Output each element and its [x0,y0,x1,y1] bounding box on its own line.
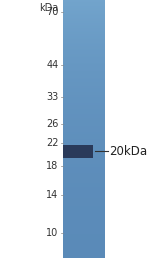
Text: kDa: kDa [39,3,58,13]
Text: 20kDa: 20kDa [110,145,148,158]
Text: 70: 70 [46,7,59,17]
Text: 14: 14 [46,190,59,200]
Text: 18: 18 [46,161,59,171]
Text: 22: 22 [46,138,58,148]
Text: 10: 10 [46,228,59,238]
Text: 44: 44 [46,60,59,70]
Text: 26: 26 [46,119,59,130]
Text: 33: 33 [46,92,59,102]
